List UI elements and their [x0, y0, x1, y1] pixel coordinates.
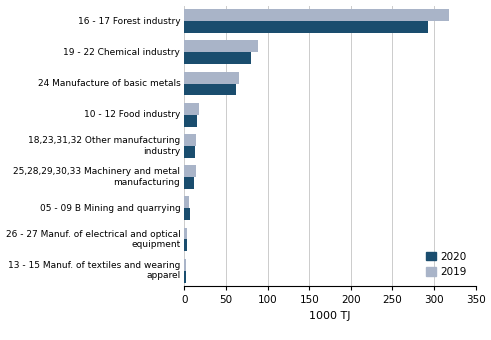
Bar	[185, 259, 186, 271]
Bar	[185, 21, 428, 33]
Bar	[185, 197, 190, 208]
Bar	[185, 165, 196, 177]
Bar	[185, 146, 195, 158]
Bar	[185, 103, 199, 115]
Bar	[185, 134, 196, 146]
Bar	[185, 239, 187, 251]
Bar	[185, 208, 191, 220]
Bar	[185, 271, 186, 283]
Bar	[185, 84, 236, 96]
Bar	[185, 115, 197, 126]
Bar	[185, 227, 187, 239]
X-axis label: 1000 TJ: 1000 TJ	[309, 311, 351, 321]
Bar	[185, 9, 449, 21]
Bar	[185, 177, 194, 189]
Bar	[185, 72, 239, 84]
Bar	[185, 40, 258, 52]
Bar	[185, 52, 251, 64]
Legend: 2020, 2019: 2020, 2019	[422, 248, 470, 281]
